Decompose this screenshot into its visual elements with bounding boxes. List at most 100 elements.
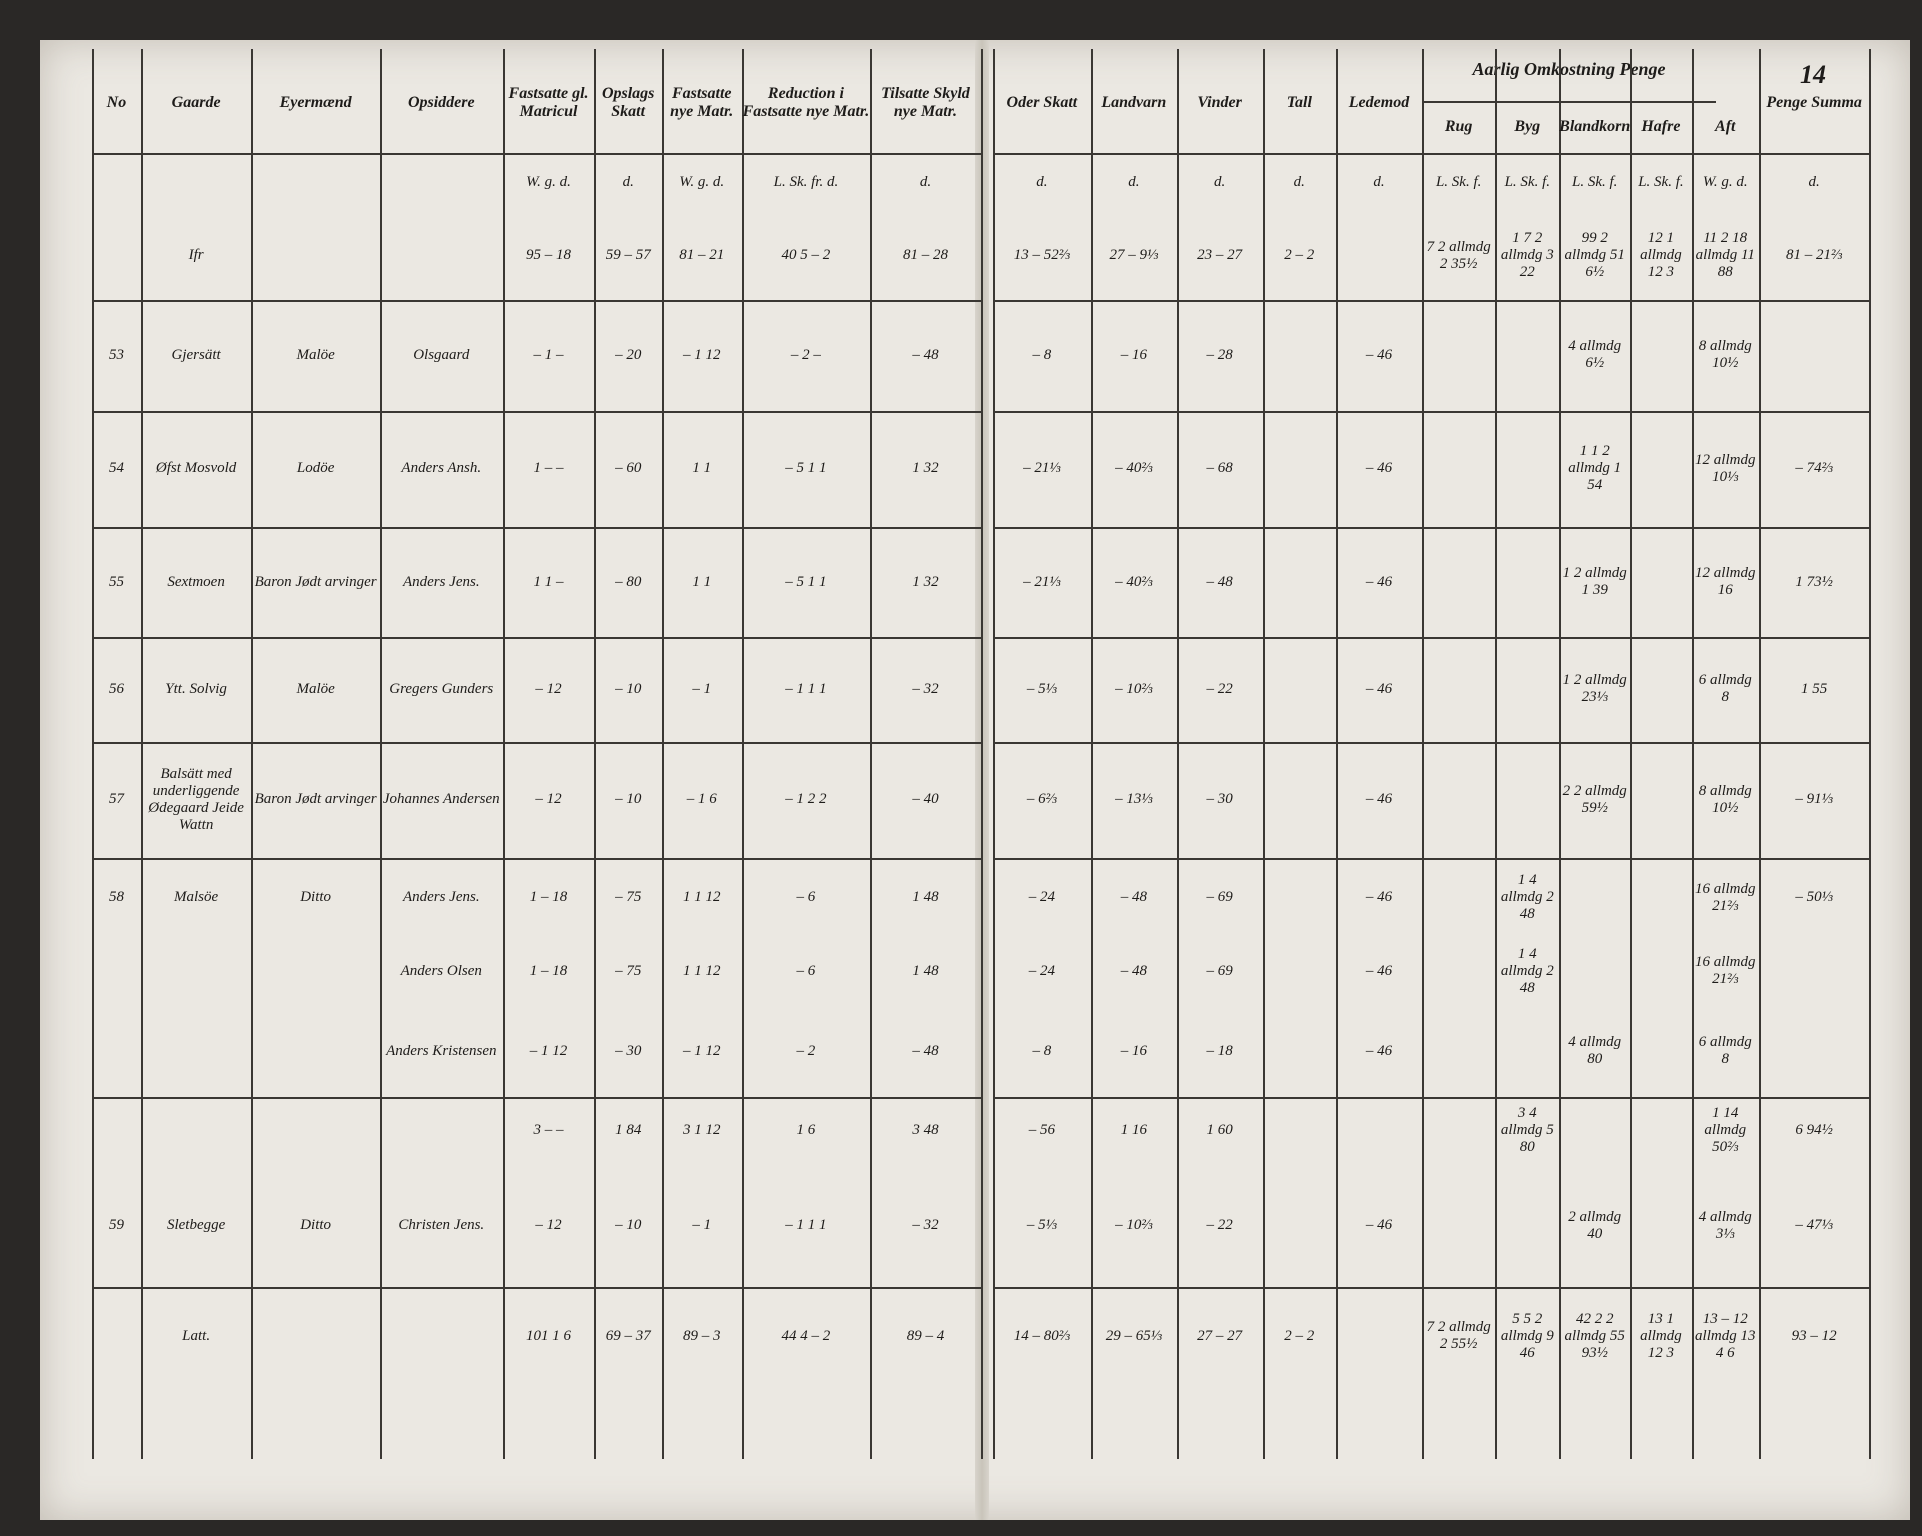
table-cell: – 5⅓ [1026, 680, 1057, 697]
table-cell: 27 – 27 [1197, 1327, 1243, 1344]
table-cell: – 22 [1206, 680, 1233, 697]
column-header: Hafre [1641, 118, 1681, 136]
table-cell: 1 – 18 [529, 962, 568, 979]
table-cell: L. Sk. fr. d. [773, 173, 839, 190]
table-cell: 5 5 2 allmdg 9 46 [1500, 1310, 1554, 1361]
table-cell: Sextmoen [167, 573, 225, 590]
column-header: Rug [1444, 118, 1473, 136]
table-cell: 13 – 52⅔ [1013, 247, 1071, 264]
table-cell: d. [1373, 173, 1385, 190]
column-header: Landvarn [1101, 93, 1167, 111]
table-cell: – 1 12 [682, 346, 721, 363]
table-cell: 1 1 [692, 460, 712, 477]
table-cell: Baron Jødt arvinger [254, 573, 377, 590]
table-cell: – 32 [912, 1217, 939, 1234]
row-rule [992, 153, 1870, 156]
table-cell: 8 allmdg 10½ [1698, 338, 1752, 372]
table-cell: Anders Jens. [402, 889, 480, 906]
table-cell: 1 73½ [1795, 573, 1833, 590]
column-header: Fastsatte nye Matr. [670, 84, 734, 120]
table-cell: 4 allmdg 6½ [1568, 338, 1622, 372]
table-cell: – 1 12 [529, 1042, 568, 1059]
table-cell: – 16 [1120, 1042, 1147, 1059]
table-cell: 2 – 2 [1284, 1327, 1315, 1344]
table-cell: – 69 [1206, 962, 1233, 979]
column-rule [1559, 49, 1562, 1459]
column-header: Oder Skatt [1006, 93, 1078, 111]
table-cell: Olsgaard [413, 346, 470, 363]
table-cell: 1 1 12 [682, 889, 721, 906]
table-cell: Christen Jens. [398, 1217, 485, 1234]
row-rule [992, 858, 1870, 861]
table-cell: 1 48 [912, 889, 939, 906]
table-cell: – 10 [615, 1217, 642, 1234]
table-cell: – 1 – [533, 346, 564, 363]
table-cell: 1 2 allmdg 1 39 [1562, 565, 1627, 599]
table-cell: Anders Ansh. [401, 460, 482, 477]
table-cell: d. [1128, 173, 1140, 190]
table-cell: – 46 [1365, 1217, 1393, 1234]
column-rule [1630, 49, 1633, 1459]
table-cell: 89 – 3 [682, 1327, 721, 1344]
column-rule [91, 49, 94, 1459]
table-cell: – 46 [1365, 962, 1393, 979]
table-cell: – 8 [1032, 346, 1052, 363]
table-cell: – 30 [1206, 791, 1233, 808]
column-header: Blandkorn [1559, 118, 1631, 136]
table-cell: Anders Jens. [402, 573, 480, 590]
table-cell: – 2 – [790, 346, 821, 363]
table-cell: – 48 [1206, 573, 1233, 590]
row-rule [91, 637, 981, 640]
table-cell: – 91⅓ [1795, 791, 1833, 808]
row-rule [992, 300, 1870, 303]
table-cell: – 28 [1206, 346, 1233, 363]
table-cell: – 13⅓ [1115, 791, 1153, 808]
table-cell: – 1 2 2 [785, 791, 827, 808]
table-cell: L. Sk. f. [1638, 173, 1684, 190]
table-cell: 1 14 allmdg 50⅔ [1704, 1105, 1747, 1156]
table-cell: d. [919, 173, 932, 190]
column-header: Tall [1286, 93, 1312, 111]
table-cell: Ditto [300, 889, 332, 906]
table-cell: – 5 1 1 [785, 460, 827, 477]
column-header: Tilsatte Skyld nye Matr. [881, 84, 970, 120]
column-rule [992, 49, 995, 1459]
table-cell: 54 [108, 460, 124, 477]
table-cell: – 46 [1365, 1042, 1393, 1059]
table-cell: W. g. d. [1702, 173, 1748, 190]
table-cell: 4 allmdg 3⅓ [1698, 1208, 1752, 1242]
column-header: Fastsatte gl. Matricul [508, 84, 589, 120]
table-cell: – 5 1 1 [785, 573, 827, 590]
table-cell: – 18 [1206, 1042, 1233, 1059]
table-cell: – 6⅔ [1026, 791, 1057, 808]
table-cell: – 75 [615, 889, 642, 906]
table-cell: d. [1213, 173, 1226, 190]
table-cell: – 8 [1032, 1042, 1052, 1059]
table-cell: – 16 [1120, 346, 1147, 363]
table-cell: 6 allmdg 8 [1698, 1034, 1752, 1068]
table-cell: W. g. d. [526, 173, 571, 190]
table-cell: 13 1 allmdg 12 3 [1640, 1310, 1682, 1361]
row-rule [992, 1097, 1870, 1100]
row-rule [91, 300, 981, 303]
table-cell: Latt. [182, 1327, 211, 1344]
table-cell: 3 – – [533, 1122, 564, 1139]
table-cell: Anders Olsen [400, 962, 482, 979]
column-header: Aft [1715, 118, 1736, 136]
table-cell: 4 allmdg 80 [1568, 1034, 1622, 1068]
table-cell: – 21⅓ [1023, 573, 1061, 590]
column-rule [870, 49, 873, 1459]
table-cell: – 20 [615, 346, 642, 363]
table-cell: 57 [108, 791, 124, 808]
table-cell: 12 allmdg 16 [1695, 565, 1756, 599]
table-cell: – 1 1 1 [785, 680, 827, 697]
table-cell: 81 – 21 [679, 247, 725, 264]
table-cell: 95 – 18 [526, 247, 571, 264]
row-rule [91, 410, 981, 413]
table-cell: – 2 [796, 1042, 816, 1059]
row-rule [992, 1287, 1870, 1290]
table-cell: – 50⅓ [1795, 889, 1833, 906]
table-cell: – 21⅓ [1023, 460, 1061, 477]
table-cell: – 68 [1206, 460, 1233, 477]
column-rule [1495, 49, 1498, 1459]
